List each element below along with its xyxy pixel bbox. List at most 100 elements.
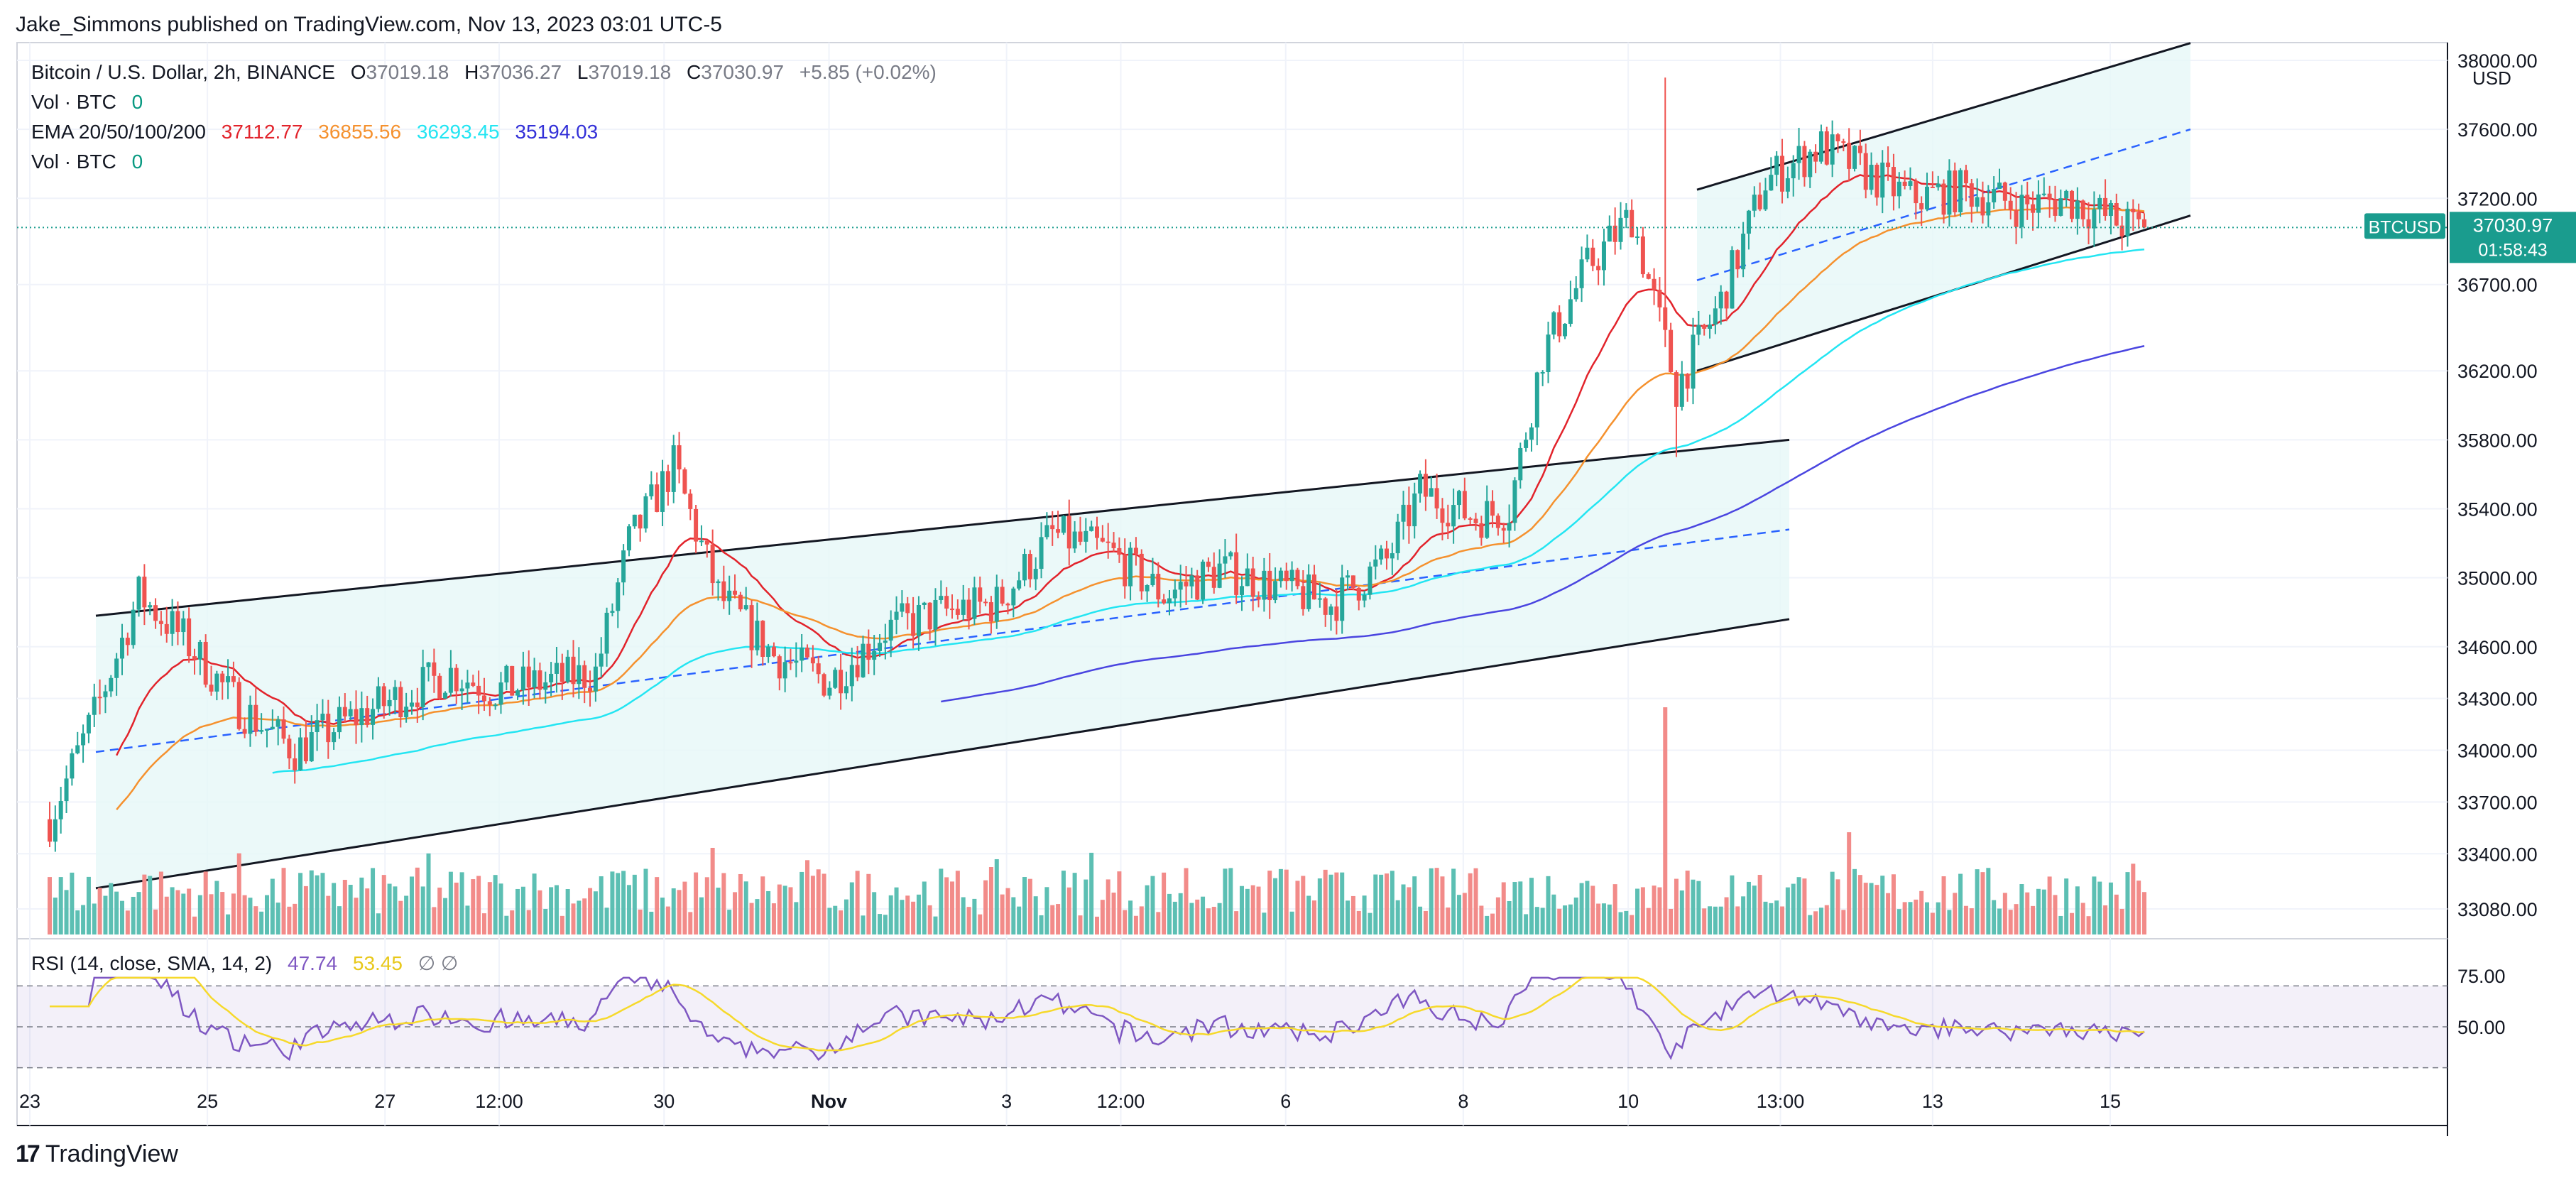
volume-bar (1501, 882, 1506, 934)
candle-body (1902, 181, 1907, 186)
volume-bar (771, 903, 776, 934)
candle-body (2019, 195, 2024, 227)
volume-bar (1418, 906, 1423, 934)
volume-bar (1178, 893, 1183, 934)
volume-bar (1669, 908, 1674, 934)
candle-body (1084, 530, 1088, 542)
volume-bar (2097, 881, 2102, 934)
candle-body (1434, 488, 1439, 508)
volume-bar (1273, 878, 1278, 934)
volume-bar (454, 882, 459, 934)
rsi-label[interactable]: RSI (14, close, SMA, 14, 2) (31, 952, 273, 974)
volume-bar (1908, 902, 1913, 934)
volume-bar (721, 873, 726, 934)
candle-body (1986, 202, 1991, 216)
tradingview-logo[interactable]: 17 TradingView (16, 1140, 178, 1168)
volume-bar (136, 892, 141, 934)
volume-bar (253, 906, 258, 934)
candle-body (1685, 374, 1690, 389)
candle-body (827, 687, 832, 696)
volume-bar (175, 890, 180, 934)
candle-body (1674, 372, 1679, 407)
volume-bar (1635, 888, 1640, 934)
candle-body (371, 709, 376, 725)
candle-body (1201, 561, 1206, 600)
volume-bar (1596, 903, 1601, 934)
volume-bar (1162, 872, 1167, 934)
volume-label[interactable]: Vol · BTC (31, 91, 116, 113)
volume-bar (1546, 876, 1551, 934)
candle-body (1891, 167, 1896, 197)
candle-body (2125, 208, 2130, 236)
volume-bar (1507, 900, 1512, 934)
candle-body (1941, 183, 1946, 215)
volume-bar (1368, 912, 1372, 934)
candle-body (387, 699, 392, 707)
volume-bar (1640, 887, 1645, 934)
candle-body (1384, 548, 1389, 559)
volume-bar (119, 900, 124, 934)
volume-bar (409, 876, 414, 934)
candle-body (994, 587, 999, 622)
candle-body (493, 704, 498, 707)
candle-body (404, 707, 409, 717)
candle-body (231, 676, 236, 682)
candle-body (1914, 181, 1919, 204)
volume-bar (688, 912, 693, 934)
volume-bar (309, 870, 314, 934)
candle-body (1323, 598, 1328, 615)
candle-body (1050, 525, 1055, 530)
close-key: C (687, 61, 702, 83)
volume-bar (755, 899, 760, 934)
volume-bar (944, 877, 949, 934)
volume-bar (1518, 881, 1523, 934)
candle-body (1401, 504, 1406, 522)
currency-selector[interactable]: USD (2472, 67, 2511, 89)
volume-bar (1880, 876, 1885, 934)
volume-bar (1390, 871, 1395, 934)
volume-bar (58, 877, 63, 934)
candle-body (1546, 334, 1551, 373)
volume-bar (1824, 905, 1829, 934)
volume-bar (365, 888, 370, 934)
volume-bar (743, 881, 748, 934)
candle-body (142, 577, 147, 608)
volume-bar (1150, 876, 1155, 934)
candle-body (655, 484, 660, 512)
candle-body (1278, 570, 1283, 582)
volume-bar (342, 880, 347, 934)
volume-label-2[interactable]: Vol · BTC (31, 151, 116, 173)
volume-bar (315, 875, 320, 934)
candle-body (660, 471, 665, 512)
candle-body (259, 730, 264, 732)
volume-bar (1529, 878, 1534, 934)
candle-body (1635, 236, 1640, 239)
volume-bar (1133, 915, 1138, 934)
candle-body (844, 686, 848, 694)
volume-bar (1568, 904, 1573, 934)
volume-bar (1830, 871, 1835, 934)
candle-body (1066, 516, 1071, 549)
volume-bar (371, 868, 376, 934)
volume-bar (1612, 884, 1617, 934)
candle-body (721, 581, 726, 601)
volume-bar (2025, 892, 2030, 934)
volume-bar (1902, 902, 1907, 934)
symbol-title[interactable]: Bitcoin / U.S. Dollar, 2h, BINANCE (31, 61, 335, 83)
candle-body (1813, 151, 1818, 162)
volume-bar (1914, 899, 1919, 934)
candle-body (966, 599, 971, 619)
volume-bar (1206, 908, 1211, 934)
time-tick-label: 15 (2100, 1091, 2121, 1112)
volume-bar (1446, 908, 1451, 934)
volume-bar (849, 882, 854, 934)
volume-bar (988, 867, 993, 934)
ema-label[interactable]: EMA 20/50/100/200 (31, 121, 206, 143)
volume-bar (97, 888, 102, 934)
candle-body (665, 471, 670, 492)
hidden-plot-icons[interactable]: ∅ ∅ (417, 952, 459, 974)
candle-body (2047, 193, 2052, 200)
candle-body (755, 621, 760, 650)
volume-bar (939, 868, 944, 934)
